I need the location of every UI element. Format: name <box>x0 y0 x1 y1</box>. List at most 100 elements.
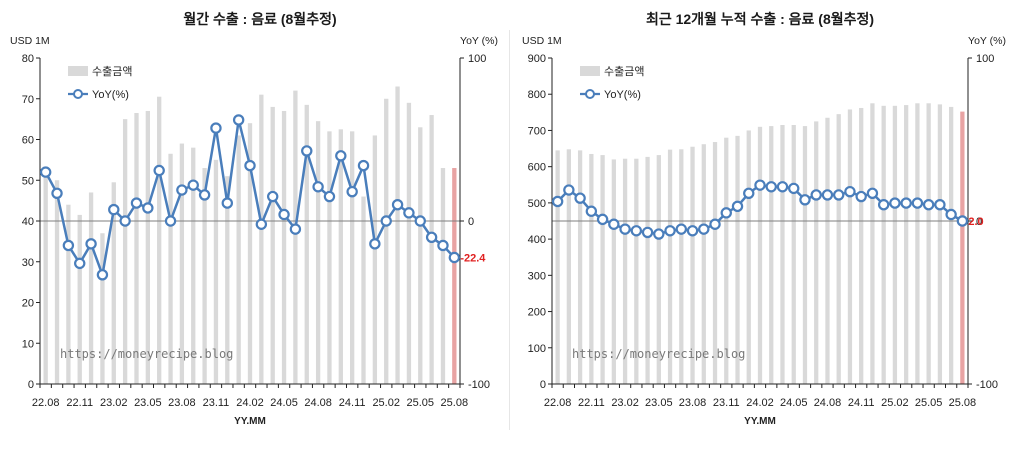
bar-23.08 <box>179 143 185 384</box>
yoy-point-25.08 <box>956 215 969 227</box>
yoy-point-23.04 <box>130 197 143 209</box>
monthly-export-chart-panel: 월간 수출 : 음료 (8월추정) USD 1M YoY (%) 0 10 20 30 40 5… <box>0 0 508 445</box>
right-tick-label: 100 <box>468 53 486 65</box>
bar-24.02 <box>757 126 763 385</box>
yoy-point-25.05 <box>922 198 935 211</box>
bar-24.05 <box>281 110 287 384</box>
bar-24.10 <box>338 129 343 384</box>
yoy-point-23.06 <box>153 164 165 177</box>
bar-24.11 <box>350 131 355 384</box>
bar-23.10 <box>202 168 207 384</box>
yoy-point-23.01 <box>96 269 109 281</box>
yoy-point-24.12 <box>357 159 370 172</box>
legend-line-label: YoY(%) <box>604 89 641 101</box>
bar-24.04 <box>780 125 785 384</box>
x-tick-label: 22.08 <box>32 397 60 409</box>
bar-22.11 <box>589 153 594 384</box>
bar-25.06 <box>937 104 943 384</box>
yoy-point-24.03 <box>765 181 777 193</box>
monthly-export-chart: 월간 수출 : 음료 (8월추정) USD 1M YoY (%) 0 10 20 30 40 5… <box>10 11 498 427</box>
bar-22.12 <box>600 155 605 384</box>
panel-divider <box>509 30 510 430</box>
bar-24.01 <box>746 130 751 384</box>
bar-25.05 <box>926 103 931 385</box>
bar-24.12 <box>361 196 366 384</box>
bar-23.07 <box>168 153 173 384</box>
bar-24.10 <box>847 109 853 385</box>
left-tick-label: 10 <box>22 338 34 350</box>
right-axis-title: YoY (%) <box>460 35 498 47</box>
yoy-point-24.10 <box>335 150 347 162</box>
x-tick-label: 24.08 <box>814 397 842 409</box>
yoy-point-23.08 <box>176 184 188 196</box>
yoy-point-23.06 <box>664 225 676 237</box>
cumulative-export-chart-panel: 최근 12개월 누적 수출 : 음료 (8월추정) USD 1M YoY (%) 0 1… <box>512 0 1024 445</box>
yoy-point-23.03 <box>119 215 131 227</box>
bar-25.07 <box>948 106 954 385</box>
left-tick-label: 300 <box>528 270 546 282</box>
left-tick-label: 60 <box>22 135 34 147</box>
bar-25.04 <box>915 103 920 385</box>
yoy-point-25.06 <box>425 231 438 243</box>
right-tick-label: 0 <box>468 216 474 228</box>
bar-24.03 <box>259 94 264 385</box>
bar-22.08 <box>43 174 48 384</box>
yoy-point-24.06 <box>799 194 811 206</box>
yoy-point-23.12 <box>731 200 744 213</box>
x-tick-label: 23.08 <box>168 397 196 409</box>
x-tick-label: 22.11 <box>578 397 605 409</box>
yoy-point-22.11 <box>585 205 598 217</box>
yoy-points <box>551 179 969 240</box>
bar-23.01 <box>611 159 616 384</box>
yoy-point-25.08 <box>448 251 461 264</box>
bar-25.04 <box>406 102 412 384</box>
bar-22.10 <box>66 204 71 384</box>
legend-bar-swatch <box>68 66 88 76</box>
x-tick-label: 23.11 <box>203 397 230 409</box>
yoy-point-24.11 <box>855 190 867 203</box>
bar-24.06 <box>293 90 298 384</box>
x-tick-label: 23.11 <box>713 397 740 409</box>
chart-title: 월간 수출 : 음료 (8월추정) <box>183 11 336 27</box>
bar-23.03 <box>122 119 128 384</box>
yoy-point-23.11 <box>720 207 732 219</box>
yoy-point-23.02 <box>108 203 120 216</box>
yoy-point-24.02 <box>754 179 766 191</box>
yoy-point-23.05 <box>142 202 154 214</box>
x-axis-title: YY.MM <box>744 416 776 427</box>
left-tick-label: 30 <box>22 257 34 269</box>
bar-25.02 <box>384 98 389 384</box>
left-tick-label: 900 <box>528 53 546 65</box>
yoy-point-23.09 <box>698 223 710 235</box>
legend-line-marker <box>585 89 595 99</box>
yoy-point-25.07 <box>437 239 449 252</box>
bar-24.08 <box>825 117 830 385</box>
x-tick-label: 23.08 <box>679 397 707 409</box>
bar-23.11 <box>724 137 729 384</box>
right-axis-title: YoY (%) <box>968 35 1006 47</box>
bar-25.08 <box>960 111 965 384</box>
yoy-point-24.07 <box>301 145 313 157</box>
yoy-point-23.11 <box>210 122 222 134</box>
bar-23.04 <box>134 113 139 384</box>
bar-24.06 <box>802 126 808 384</box>
bar-23.06 <box>667 149 673 384</box>
bar-25.02 <box>892 105 898 385</box>
yoy-point-23.07 <box>675 223 687 235</box>
bar-23.09 <box>701 144 706 384</box>
yoy-point-23.04 <box>641 226 654 239</box>
yoy-point-23.09 <box>187 179 199 191</box>
x-tick-label: 25.05 <box>407 397 435 409</box>
yoy-point-23.08 <box>686 225 699 237</box>
yoy-point-25.05 <box>414 215 426 227</box>
yoy-point-23.02 <box>619 223 631 235</box>
cumulative-export-chart: 최근 12개월 누적 수출 : 음료 (8월추정) USD 1M YoY (%) 0 1… <box>522 11 1006 427</box>
yoy-point-24.08 <box>821 189 834 201</box>
bar-24.01 <box>236 135 241 384</box>
legend-line-label: YoY(%) <box>92 89 129 101</box>
yoy-point-23.12 <box>221 197 233 209</box>
x-tick-label: 22.11 <box>66 397 93 409</box>
left-tick-label: 500 <box>528 198 546 210</box>
left-tick-label: 50 <box>22 175 34 187</box>
bar-23.04 <box>645 156 650 384</box>
